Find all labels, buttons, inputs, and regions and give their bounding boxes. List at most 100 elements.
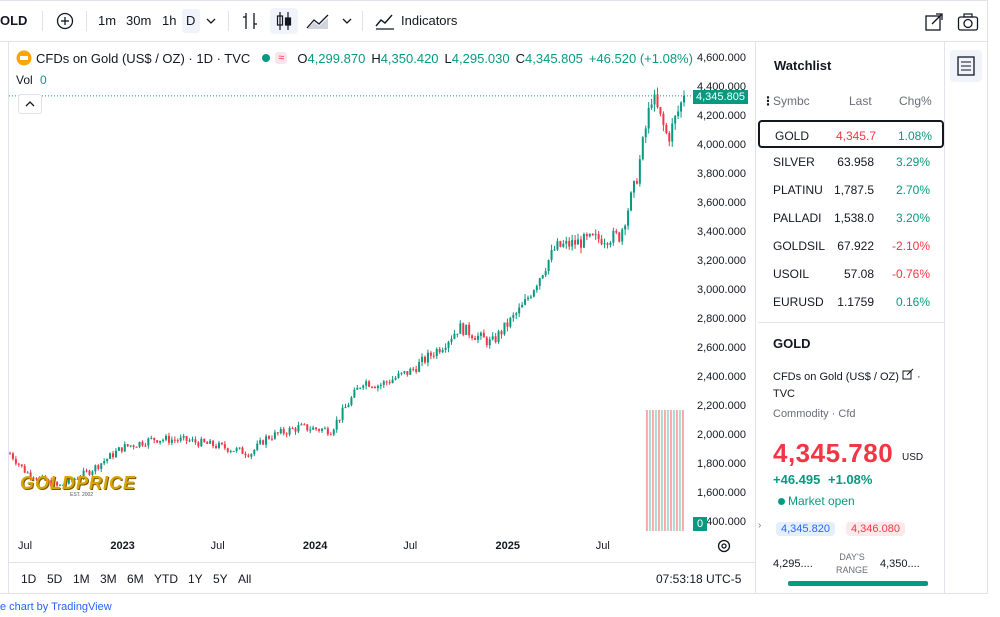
candle — [100, 463, 103, 472]
watchlist-symbol: PLATINU — [773, 183, 823, 197]
candle — [329, 432, 332, 436]
interval-30m[interactable]: 30m — [126, 13, 152, 28]
watchlist-row-goldsil[interactable]: GOLDSIL 67.922 -2.10% — [758, 232, 944, 260]
candle — [632, 180, 635, 198]
range-ytd[interactable]: YTD — [154, 572, 178, 586]
ask-price: 4,346.080 — [846, 522, 905, 536]
volume-bar — [681, 410, 684, 531]
volume-bar — [660, 410, 663, 531]
candle — [306, 424, 309, 432]
interval-1m[interactable]: 1m — [98, 13, 117, 28]
range-1m[interactable]: 1M — [73, 572, 90, 586]
candle — [600, 234, 603, 246]
x-tick-label: Jul — [18, 540, 33, 552]
tradingview-attribution[interactable]: e chart by TradingView — [0, 601, 112, 613]
watchlist-row-gold[interactable]: GOLD 4,345.7 1.08% — [758, 120, 944, 148]
watchlist-row-eurusd[interactable]: EURUSD 1.1759 0.16% — [758, 288, 944, 316]
change-value: +46.520 (+1.08%) — [588, 50, 693, 66]
candle — [253, 449, 256, 457]
volume-bar — [651, 410, 654, 531]
drag-handle-icon[interactable]: ⋮ — [762, 94, 774, 108]
external-link-icon[interactable] — [902, 368, 914, 380]
x-tick-label: Jul — [595, 540, 610, 552]
watchlist-panel: Watchlist ⋮ Symbc Last Chg% GOLD 4,345.7 1… — [758, 42, 944, 594]
watchlist-symbol: EURUSD — [773, 295, 824, 309]
candle — [170, 436, 173, 446]
candle — [203, 438, 206, 443]
watchlist-row-palladi[interactable]: PALLADI 1,538.0 3.20% — [758, 204, 944, 232]
watchlist-symbol: USOIL — [773, 267, 810, 281]
watchlist-row-platinu[interactable]: PLATINU 1,787.5 2.70% — [758, 176, 944, 204]
range-1d[interactable]: 1D — [21, 572, 37, 586]
candle — [73, 477, 76, 481]
candle — [680, 101, 683, 118]
details-change-abs: +46.495 — [773, 472, 821, 487]
indicators-button[interactable]: Indicators — [401, 13, 458, 28]
camera-icon[interactable] — [957, 12, 979, 32]
interval-1h[interactable]: 1h — [162, 13, 177, 28]
watchlist-change: 3.29% — [895, 155, 930, 169]
range-5y[interactable]: 5Y — [213, 572, 228, 586]
symbol-search[interactable]: OLD — [0, 13, 28, 28]
settings-gear-icon[interactable] — [716, 538, 732, 554]
candle — [150, 435, 153, 440]
candle — [571, 234, 574, 251]
clock-timezone[interactable]: 07:53:18 UTC-5 — [656, 572, 742, 586]
area-chart-type-icon[interactable] — [306, 12, 330, 30]
range-1y[interactable]: 1Y — [188, 572, 203, 586]
volume-legend: Vol 0 — [16, 73, 47, 87]
indicators-icon[interactable] — [375, 12, 395, 30]
price-chart[interactable] — [0, 0, 760, 560]
bottom-toolbar: 1D 5D 1M 3M 6M YTD 1Y 5Y All 07:53:18 UT… — [8, 562, 756, 594]
candle — [662, 111, 665, 132]
candle — [167, 432, 170, 446]
popout-icon[interactable] — [924, 12, 944, 32]
chevron-down-icon[interactable] — [342, 17, 352, 25]
watchlist-row-usoil[interactable]: USOIL 57.08 -0.76% — [758, 260, 944, 288]
candle — [61, 484, 64, 486]
range-all[interactable]: All — [238, 572, 252, 586]
collapse-legend-button[interactable] — [18, 94, 42, 114]
candle — [482, 329, 485, 338]
candle — [64, 481, 67, 487]
watchlist-toggle[interactable] — [950, 50, 982, 82]
candle — [653, 89, 656, 112]
chart-area[interactable] — [8, 42, 756, 594]
candle — [403, 370, 406, 375]
y-tick-label: 2,000.000 — [697, 429, 746, 441]
watchlist-last: 1.1759 — [837, 295, 874, 309]
candle — [59, 484, 62, 487]
candle — [318, 428, 321, 433]
column-symbol[interactable]: Symbc — [773, 94, 810, 108]
candlestick-chart-type-icon[interactable] — [275, 11, 293, 31]
watchlist-row-silver[interactable]: SILVER 63.958 3.29% — [758, 148, 944, 176]
candle — [421, 353, 424, 367]
candle — [344, 403, 347, 409]
candle — [26, 471, 29, 474]
candle — [206, 440, 209, 444]
chevron-right-icon[interactable]: › — [758, 520, 762, 531]
column-last[interactable]: Last — [849, 94, 872, 108]
range-3m[interactable]: 3M — [100, 572, 117, 586]
candle — [262, 439, 265, 446]
volume-bar — [669, 410, 672, 531]
bar-chart-type-icon[interactable] — [241, 11, 259, 31]
candle — [9, 451, 11, 455]
compare-add-icon[interactable] — [56, 12, 74, 30]
range-5d[interactable]: 5D — [47, 572, 63, 586]
y-tick-label: 2,400.000 — [697, 371, 746, 383]
candle — [456, 333, 459, 338]
candle — [229, 449, 232, 454]
column-change[interactable]: Chg% — [899, 94, 932, 108]
watchlist-last: 4,345.7 — [835, 129, 876, 143]
candle — [376, 384, 379, 392]
candle — [494, 333, 497, 344]
high-label: H — [371, 50, 381, 66]
interval-d[interactable]: D — [186, 13, 196, 28]
details-type: Commodity · Cfd — [773, 408, 856, 420]
range-6m[interactable]: 6M — [127, 572, 144, 586]
candle — [332, 428, 335, 437]
candle — [538, 277, 541, 290]
chevron-down-icon[interactable] — [206, 17, 216, 25]
volume-tag: 0 — [693, 517, 708, 531]
